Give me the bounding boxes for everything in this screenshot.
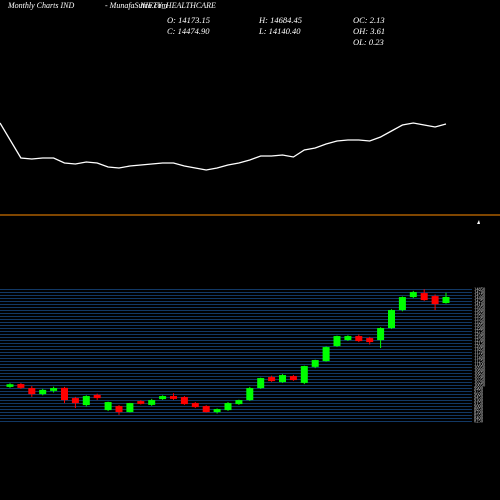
y-tick-label: 10800 [474, 368, 486, 373]
candle-body [213, 409, 221, 413]
y-tick-label: 11850 [474, 347, 486, 352]
y-tick-label: 9000 [474, 404, 484, 409]
candle-body [137, 401, 145, 404]
candle-body [344, 336, 352, 341]
y-tick-label: 8400 [474, 416, 484, 421]
y-tick-label: 13350 [474, 317, 486, 322]
candle-body [61, 387, 68, 401]
y-tick-label: 10650 [474, 371, 486, 376]
y-tick-label: 9300 [474, 398, 484, 403]
candle-body [246, 388, 254, 401]
y-tick-label: 14700 [474, 290, 486, 295]
y-tick-label: 9750 [474, 389, 484, 394]
y-tick-label: 14550 [474, 293, 486, 298]
candle-body [93, 394, 101, 399]
y-tick-label: 10200 [474, 380, 486, 385]
candle-body [442, 296, 450, 304]
candle-body [115, 406, 123, 413]
stat: OL: 0.23 [353, 37, 384, 47]
candle-body [82, 396, 90, 406]
candle-body [257, 378, 265, 389]
y-tick-label: 14250 [474, 299, 486, 304]
candle-body [409, 292, 417, 298]
candle-body [322, 347, 330, 362]
candle-body [17, 384, 25, 388]
y-tick-label: 9450 [474, 395, 484, 400]
stat: OH: 3.61 [353, 26, 385, 36]
candle-body [420, 293, 428, 301]
stat: C: 14474.90 [167, 26, 210, 36]
y-tick-label: 13200 [474, 320, 486, 325]
y-tick-label: 12300 [474, 338, 486, 343]
candle-body [39, 389, 47, 395]
y-tick-label: 9600 [474, 392, 484, 397]
candle-body [202, 406, 210, 413]
y-tick-label: 11700 [474, 350, 486, 355]
candle-body [180, 397, 188, 405]
y-tick-label: 13050 [474, 323, 486, 328]
y-tick-label: 12150 [474, 341, 486, 346]
candle-body [398, 297, 406, 311]
y-tick-label: 12450 [474, 335, 486, 340]
candle-body [148, 400, 156, 405]
candle-body [28, 388, 36, 395]
y-tick-label: 11100 [474, 362, 486, 367]
y-tick-label: 8250 [474, 419, 484, 424]
candle-body [300, 366, 308, 383]
candle-body [71, 398, 79, 404]
y-tick-label: 11400 [474, 356, 486, 361]
candle-body [311, 360, 319, 367]
candle-body [268, 377, 276, 382]
y-tick-label: 13800 [474, 308, 486, 313]
candle-body [104, 402, 112, 411]
stat: L: 14140.40 [258, 26, 301, 36]
candle-body [377, 328, 385, 341]
y-tick-label: 12000 [474, 344, 486, 349]
symbol-label: NIFTY_HEALTHCARE [139, 1, 216, 10]
candle-body [191, 403, 199, 408]
y-tick-label: 8850 [474, 407, 484, 412]
candle-body [224, 403, 232, 411]
y-tick-label: 13950 [474, 305, 486, 310]
y-tick-label: 9150 [474, 401, 484, 406]
indicator-line [0, 122, 447, 171]
y-tick-label: 11550 [474, 353, 486, 358]
chart-label: Monthly Charts IND [7, 1, 74, 10]
y-tick-label: 10350 [474, 377, 486, 382]
y-tick-label: 13500 [474, 314, 486, 319]
stat: H: 14684.45 [258, 15, 302, 25]
y-tick-label: 9900 [474, 386, 484, 391]
y-tick-label: 14100 [474, 302, 486, 307]
candle-body [431, 296, 439, 305]
candle-body [50, 388, 58, 391]
y-tick-label: 14400 [474, 296, 486, 301]
candle-body [126, 403, 134, 413]
y-tick-label: 13650 [474, 311, 486, 316]
candle-body [279, 375, 286, 383]
stat: O: 14173.15 [167, 15, 210, 25]
candle-body [333, 336, 341, 347]
candle-body [170, 396, 177, 399]
site-label: - MunafaSutra.com [105, 1, 167, 10]
candle-body [388, 310, 395, 329]
y-tick-label: 12600 [474, 332, 486, 337]
y-tick-label: 10950 [474, 365, 486, 370]
y-tick-label: 11250 [474, 359, 486, 364]
y-tick-label: 8700 [474, 410, 484, 415]
stat: OC: 2.13 [353, 15, 385, 25]
candle-body [159, 396, 167, 400]
candle-body [366, 338, 374, 343]
y-tick-label: 12750 [474, 329, 486, 334]
y-tick-label: 10050 [474, 383, 486, 388]
candle-body [235, 400, 243, 405]
candle-body [355, 336, 363, 342]
candle-body [289, 376, 297, 381]
candle-body [6, 384, 14, 387]
marker [477, 220, 480, 224]
y-tick-label: 12900 [474, 326, 486, 331]
y-tick-label: 10500 [474, 374, 486, 379]
y-tick-label: 14850 [474, 287, 486, 292]
y-tick-label: 8550 [474, 413, 484, 418]
